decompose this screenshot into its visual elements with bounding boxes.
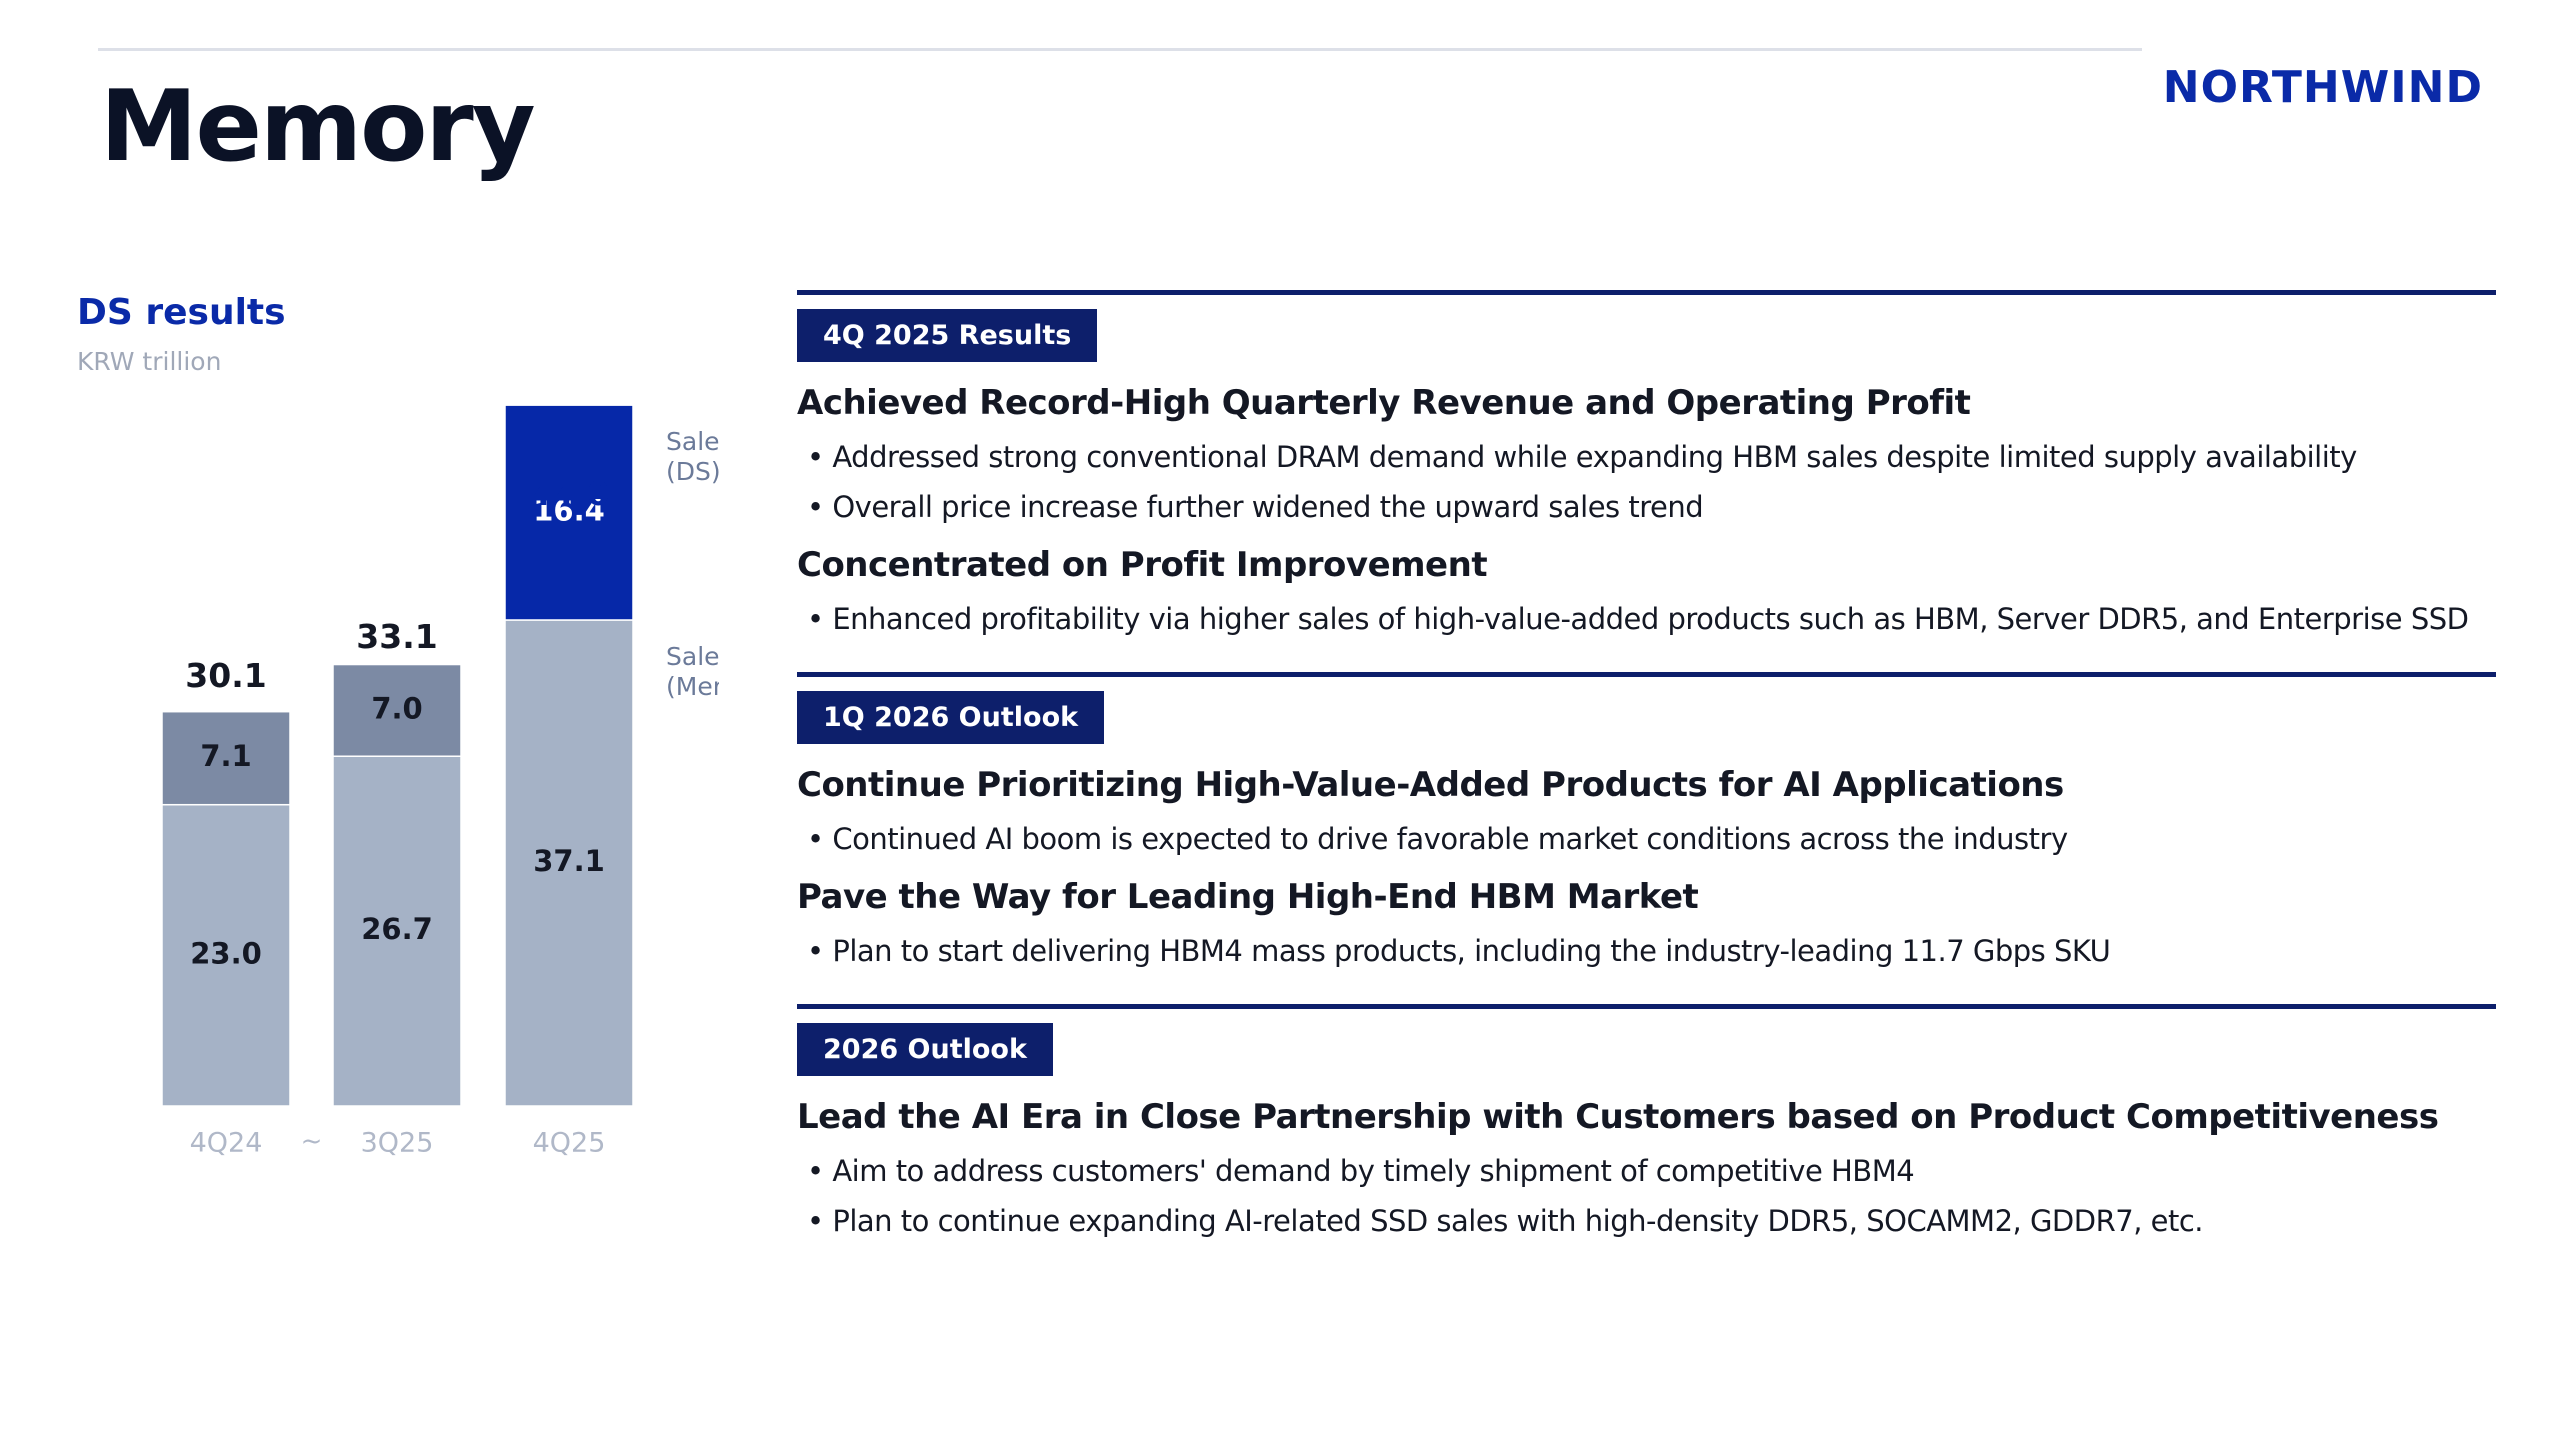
bullet: Aim to address customers' demand by time…: [797, 1146, 2496, 1196]
chart-subtitle: KRW trillion: [77, 347, 222, 376]
x-tick-label: 4Q24: [190, 1128, 263, 1159]
segment-label: 26.7: [361, 912, 433, 946]
section: 2026 Outlook Lead the AI Era in Close Par…: [797, 1004, 2496, 1246]
section: 1Q 2026 Outlook Continue Prioritizing Hig…: [797, 672, 2496, 976]
chart-title: DS results: [77, 292, 286, 333]
item-heading: Lead the AI Era in Close Partnership wit…: [797, 1097, 2439, 1137]
x-tick-label: 3Q25: [361, 1128, 434, 1159]
bullet: Plan to continue expanding AI-related SS…: [797, 1196, 2496, 1246]
item-heading: Concentrated on Profit Improvement: [797, 545, 1488, 585]
chart: 23.0 7.1 30.1 4Q24 26.7 7.0 33.1 3Q25 37.1 16.444…: [161, 404, 634, 1159]
total-label: 30.1: [185, 656, 266, 695]
segment-label: 23.0: [190, 936, 262, 970]
bullet: Continued AI boom is expected to drive f…: [797, 814, 2496, 864]
segment-label: 7.1: [200, 739, 251, 773]
bullet: Overall price increase further widened t…: [797, 482, 2496, 532]
segment-label: 37.1: [533, 844, 605, 878]
bullet: Enhanced profitability via higher sales …: [797, 594, 2496, 644]
section-badge: 2026 Outlook: [797, 1023, 1053, 1076]
total-label: 33.1: [356, 617, 437, 656]
bullet: Plan to start delivering HBM4 mass produ…: [797, 926, 2496, 976]
legend-label: Sales (Memory): [666, 641, 719, 701]
section-badge: 1Q 2026 Outlook: [797, 691, 1105, 744]
bullet: Addressed strong conventional DRAM deman…: [797, 432, 2496, 482]
text-panel: 4Q 2025 Results Achieved Record-High Quar…: [797, 290, 2496, 1274]
bar-segment: [161, 803, 291, 1107]
bar-segment: [332, 663, 462, 757]
bar-segment: [504, 404, 634, 621]
x-tick-label: 4Q25: [533, 1128, 606, 1159]
top-rule: [98, 48, 2142, 51]
section-badge: 4Q 2025 Results: [797, 309, 1098, 362]
item-heading: Pave the Way for Leading High-End HBM Ma…: [797, 877, 1699, 917]
item-heading: Achieved Record-High Quarterly Revenue a…: [797, 383, 1971, 423]
total-label: 44.0: [528, 474, 609, 513]
logo: NORTHWIND: [2162, 62, 2483, 113]
legend-label: Sales (DS): [666, 427, 719, 487]
axis-break: ~: [301, 1127, 323, 1157]
slide-title: Memory: [100, 70, 536, 184]
section: 4Q 2025 Results Achieved Record-High Quar…: [797, 290, 2496, 644]
segment-label: 16.4: [533, 494, 605, 528]
item-heading: Continue Prioritizing High-Value-Added P…: [797, 765, 2064, 805]
segment-label: 7.0: [371, 691, 422, 725]
bar-segment: [161, 710, 291, 806]
